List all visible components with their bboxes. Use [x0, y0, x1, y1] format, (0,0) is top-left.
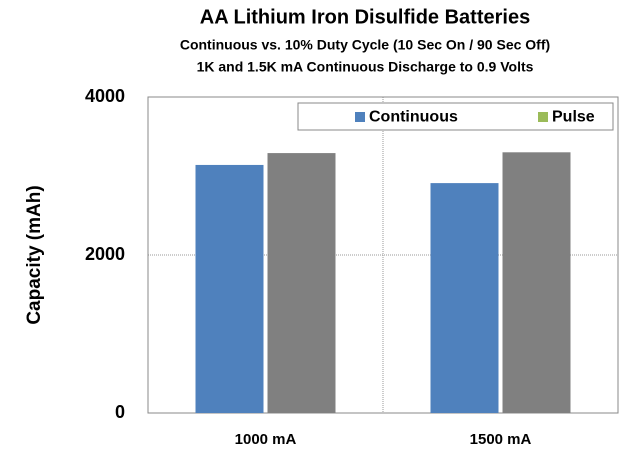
legend-swatch [538, 112, 548, 122]
y-tick-label: 4000 [85, 86, 125, 106]
chart-subtitle: Continuous vs. 10% Duty Cycle (10 Sec On… [180, 37, 550, 53]
bar [195, 164, 264, 413]
x-tick-label: 1000 mA [235, 431, 297, 448]
legend-label: Continuous [369, 109, 458, 126]
y-tick-label: 2000 [85, 244, 125, 264]
y-axis-label: Capacity (mAh) [24, 185, 45, 324]
chart-title: AA Lithium Iron Disulfide Batteries [200, 6, 530, 28]
legend-label: Pulse [552, 109, 595, 126]
bar [430, 183, 499, 413]
bar [267, 153, 336, 413]
plot-border [147, 96, 619, 414]
x-tick-label: 1500 mA [470, 431, 532, 448]
chart-subtitle: 1K and 1.5K mA Continuous Discharge to 0… [197, 59, 534, 75]
legend-box [297, 102, 614, 131]
y-tick-label: 0 [115, 402, 125, 422]
legend-swatch [355, 112, 365, 122]
bar [502, 152, 571, 414]
